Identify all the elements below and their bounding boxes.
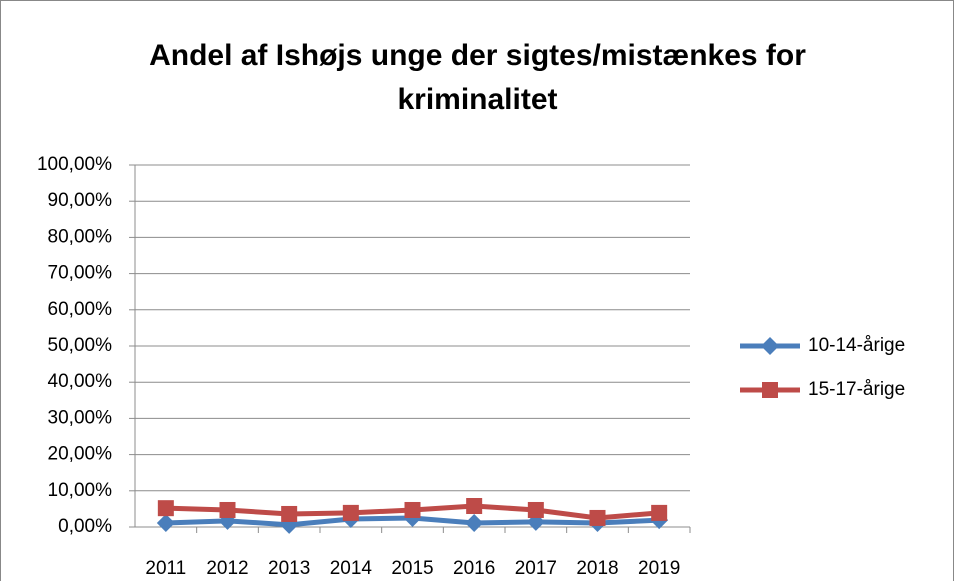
x-tick-label: 2014 (330, 558, 373, 579)
title-box: Andel af Ishøjs unge der sigtes/mistænke… (0, 34, 955, 122)
x-tick-label: 2018 (576, 558, 618, 579)
data-point (157, 500, 174, 517)
data-point (466, 498, 483, 515)
y-tick-label: 80,00% (48, 226, 113, 247)
data-point (527, 501, 544, 518)
x-tick-label: 2011 (145, 558, 186, 579)
y-tick-label: 60,00% (48, 299, 113, 320)
data-point (219, 501, 236, 518)
y-tick-label: 100,00% (37, 154, 112, 175)
data-point (156, 514, 175, 533)
y-tick-label: 0,00% (58, 516, 112, 537)
y-tick-label: 20,00% (48, 444, 113, 465)
x-tick-label: 2019 (638, 558, 680, 579)
x-tick-label: 2017 (515, 558, 557, 579)
x-tick-label: 2012 (206, 558, 248, 579)
chart-title: Andel af Ishøjs unge der sigtes/mistænke… (149, 39, 806, 116)
data-point (651, 504, 668, 521)
x-tick-label: 2013 (268, 558, 310, 579)
y-tick-label: 10,00% (48, 480, 113, 501)
legend-label: 15-17-årige (808, 379, 905, 400)
y-tick-label: 90,00% (48, 190, 113, 211)
y-tick-label: 50,00% (48, 335, 113, 356)
data-point (342, 504, 359, 521)
x-tick-label: 2016 (453, 558, 495, 579)
data-point (281, 505, 298, 522)
y-tick-label: 70,00% (48, 263, 113, 284)
data-point (465, 514, 484, 533)
data-point (404, 501, 421, 518)
legend-marker (762, 382, 778, 398)
y-tick-label: 40,00% (48, 371, 113, 392)
data-point (589, 509, 606, 526)
x-tick-label: 2015 (391, 558, 433, 579)
y-tick-label: 30,00% (48, 407, 113, 428)
legend-label: 10-14-årige (808, 335, 905, 356)
legend-marker (761, 337, 779, 355)
